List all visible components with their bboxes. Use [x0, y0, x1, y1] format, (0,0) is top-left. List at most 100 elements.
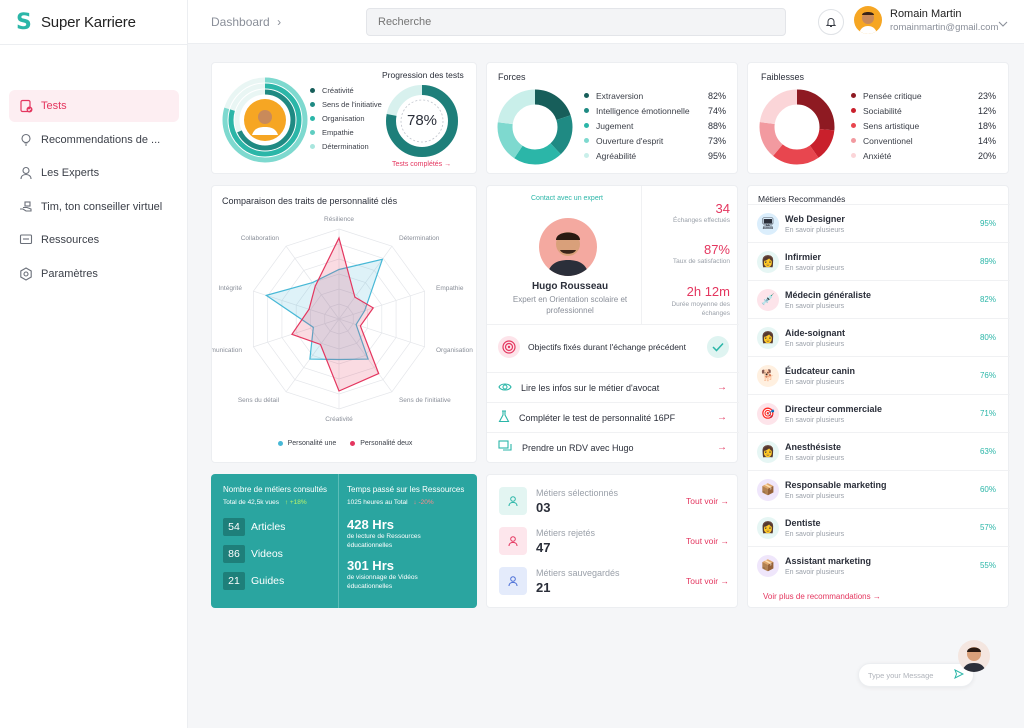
time-spent-panel: Temps passé sur les Ressources 1025 heur…	[347, 485, 473, 591]
tests-completed-link[interactable]: Tests complétés →	[392, 161, 452, 168]
legend-dot	[851, 138, 856, 143]
legend-dot	[851, 153, 856, 158]
see-all-link[interactable]: Tout voir →	[686, 496, 729, 506]
sidebar-item-tim[interactable]: Tim, ton conseiller virtuel	[9, 191, 179, 223]
legend-dot	[350, 441, 356, 446]
radar-axis-label: Empathie	[436, 285, 464, 292]
job-more-link[interactable]: En savoir plusieurs	[785, 226, 845, 234]
count-label: Videos	[251, 547, 283, 560]
expert-role: Expert en Orientation scolaire et profes…	[512, 295, 628, 315]
action-label: Lire les infos sur le métier d'avocat	[521, 382, 660, 393]
legend-dot	[851, 108, 856, 113]
job-more-link[interactable]: En savoir plusieurs	[785, 264, 845, 272]
stat-value: 34	[715, 201, 730, 216]
legend-item: Sens artistique 18%	[851, 118, 996, 133]
job-recommendation-row[interactable]: 🎯 Directeur commerciale En savoir plusieur…	[748, 394, 1010, 432]
check-icon[interactable]	[707, 335, 729, 358]
job-title: Assistant marketing	[785, 555, 872, 566]
job-more-link[interactable]: En savoir plusieurs	[785, 454, 845, 462]
job-text: Infirmier En savoir plusieurs	[785, 252, 844, 272]
job-recommendation-row[interactable]: 👩 Aide-soignant En savoir plusieurs 80%	[748, 318, 1010, 356]
donut-segment	[497, 89, 573, 165]
legend-percent: 20%	[977, 150, 996, 161]
breadcrumb[interactable]: Dashboard ›	[211, 15, 281, 29]
job-illustration-icon: 👩	[757, 326, 779, 349]
radar-axis-label: Intégrité	[218, 285, 242, 292]
job-more-link[interactable]: En savoir plusieurs	[785, 416, 845, 424]
chevron-down-icon[interactable]	[998, 15, 1008, 33]
job-more-link[interactable]: En savoir plusieurs	[785, 302, 845, 310]
sidebar-item-parametres[interactable]: Paramètres	[9, 258, 179, 290]
action-book-meeting[interactable]: Prendre un RDV avec Hugo →	[487, 432, 739, 462]
target-icon	[498, 335, 520, 358]
donut-segment	[497, 89, 573, 165]
progression-card: Créativité Sens de l'initiative Organisa…	[211, 62, 477, 174]
job-more-link[interactable]: En savoir plusieurs	[785, 530, 845, 538]
progression-percent: 78%	[406, 112, 438, 129]
legend-item: Agréabilité 95%	[584, 148, 726, 163]
sidebar-item-experts[interactable]: Les Experts	[9, 157, 179, 189]
legend-dot	[310, 129, 315, 135]
user-menu[interactable]: Romain Martin romainmartin@gmail.com	[854, 6, 998, 34]
search-input[interactable]	[366, 8, 786, 36]
job-recommendation-row[interactable]: 👩 Infirmier En savoir plusieurs 89%	[748, 242, 1010, 280]
job-more-link[interactable]: En savoir plusieurs	[785, 492, 845, 500]
sidebar-item-ressources[interactable]: Ressources	[9, 224, 179, 256]
chat-avatar[interactable]	[958, 640, 990, 672]
sidebar-item-recommendations[interactable]: Recommendations de ...	[9, 124, 179, 156]
app-logo[interactable]: S Super Karriere	[16, 12, 136, 34]
resource-count-row: 54 Articles	[223, 513, 335, 540]
chat-bubbles-icon	[498, 440, 513, 455]
legend-dot	[277, 441, 283, 446]
legend-dot	[851, 123, 856, 128]
job-more-link[interactable]: En savoir plusieurs	[785, 340, 845, 348]
chat-box-icon	[19, 233, 33, 247]
radar-axis-label: Sens du détail	[238, 397, 280, 404]
job-recommendation-row[interactable]: 🐕 Éudcateur canin En savoir plusieurs 76%	[748, 356, 1010, 394]
notification-bell-icon[interactable]	[818, 9, 844, 35]
job-more-link[interactable]: En savoir plusieurs	[785, 378, 845, 386]
stat-exchanges: 34 Échanges effectués	[673, 201, 730, 224]
count-label: Guides	[251, 574, 285, 587]
see-all-link[interactable]: Tout voir →	[686, 576, 729, 586]
job-title: Aide-soignant	[785, 327, 845, 338]
arrow-right-icon: →	[717, 382, 727, 393]
job-match-percent: 57%	[979, 523, 996, 532]
job-match-percent: 89%	[979, 257, 996, 266]
metiers-card: Métiers Recommandés 🖥 Web Designer En savo…	[747, 185, 1010, 608]
time-spent-sub: 1025 heures au Total ↓ -20%	[347, 499, 473, 506]
job-recommendation-row[interactable]: 👩 Dentiste En savoir plusieurs 57%	[748, 508, 1010, 546]
job-more-link[interactable]: En savoir plusieurs	[785, 568, 845, 576]
legend-label: Sens de l'initiative	[322, 99, 382, 109]
action-read-lawyer[interactable]: Lire les infos sur le métier d'avocat →	[487, 372, 739, 402]
legend-label: Détermination	[322, 141, 369, 151]
job-recommendation-row[interactable]: 👩 Anesthésiste En savoir plusieurs 63%	[748, 432, 1010, 470]
job-match-percent: 63%	[979, 447, 996, 456]
legend-percent: 23%	[977, 90, 996, 101]
count-badge: 54	[223, 517, 245, 536]
progression-legend: Créativité Sens de l'initiative Organisa…	[310, 83, 390, 153]
legend-label: Extraversion	[596, 90, 644, 101]
job-recommendation-row[interactable]: 📦 Assistant marketing En savoir plusieurs 5…	[748, 546, 1010, 584]
action-complete-test[interactable]: Compléter le test de personnalité 16PF →	[487, 402, 739, 432]
sidebar-item-tests[interactable]: Tests	[9, 90, 179, 122]
legend-dot	[310, 87, 315, 93]
job-recommendation-row[interactable]: 💉 Médecin généraliste En savoir plusieurs 8…	[748, 280, 1010, 318]
more-recommendations-link[interactable]: Voir plus de recommandations →	[763, 592, 881, 601]
job-title: Directeur commerciale	[785, 403, 883, 414]
legend-dot	[584, 138, 589, 143]
legend-dot	[310, 143, 315, 149]
user-name: Romain Martin	[890, 7, 962, 20]
job-recommendation-row[interactable]: 🖥 Web Designer En savoir plusieurs 95%	[748, 204, 1010, 242]
legend-label: Sociabilité	[863, 105, 902, 116]
chat-input[interactable]: Type your Message	[858, 663, 974, 687]
job-recommendation-row[interactable]: 📦 Responsable marketing En savoir plusieur…	[748, 470, 1010, 508]
send-icon[interactable]	[954, 666, 965, 684]
legend-percent: 18%	[977, 120, 996, 131]
legend-label: Sens artistique	[863, 120, 920, 131]
arrow-right-icon: →	[717, 442, 727, 453]
see-all-link[interactable]: Tout voir →	[686, 536, 729, 546]
topbar: Dashboard › Romain Martin romainmartin@g…	[188, 0, 1024, 44]
contact-expert-link[interactable]: Contact avec un expert	[531, 195, 603, 202]
goal-row: Objectifs fixés durant l'échange précéde…	[487, 324, 739, 368]
